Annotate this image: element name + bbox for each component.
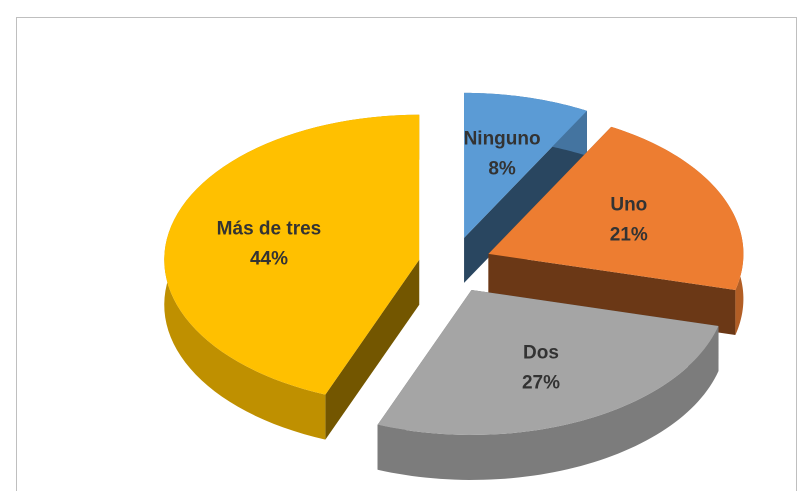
slice	[488, 126, 744, 335]
slice-cut	[325, 259, 420, 440]
slice-top	[164, 114, 420, 395]
value-label: 27%	[522, 372, 560, 393]
slice-cut	[488, 253, 736, 335]
slice-label: Ninguno	[464, 129, 541, 150]
slice-top	[464, 92, 587, 238]
slice	[164, 114, 420, 440]
slice-label: Dos	[523, 342, 559, 363]
slice-label: Uno	[610, 194, 647, 215]
value-label: 21%	[610, 224, 648, 245]
slice	[377, 289, 719, 480]
slice-label: Más de tres	[217, 218, 322, 239]
slice-side	[377, 326, 719, 480]
slice-cut	[464, 110, 587, 283]
slice	[464, 92, 587, 283]
slice-top	[377, 289, 719, 435]
value-label: 44%	[250, 248, 288, 269]
value-label: 8%	[488, 159, 516, 180]
slice-top	[488, 126, 744, 290]
